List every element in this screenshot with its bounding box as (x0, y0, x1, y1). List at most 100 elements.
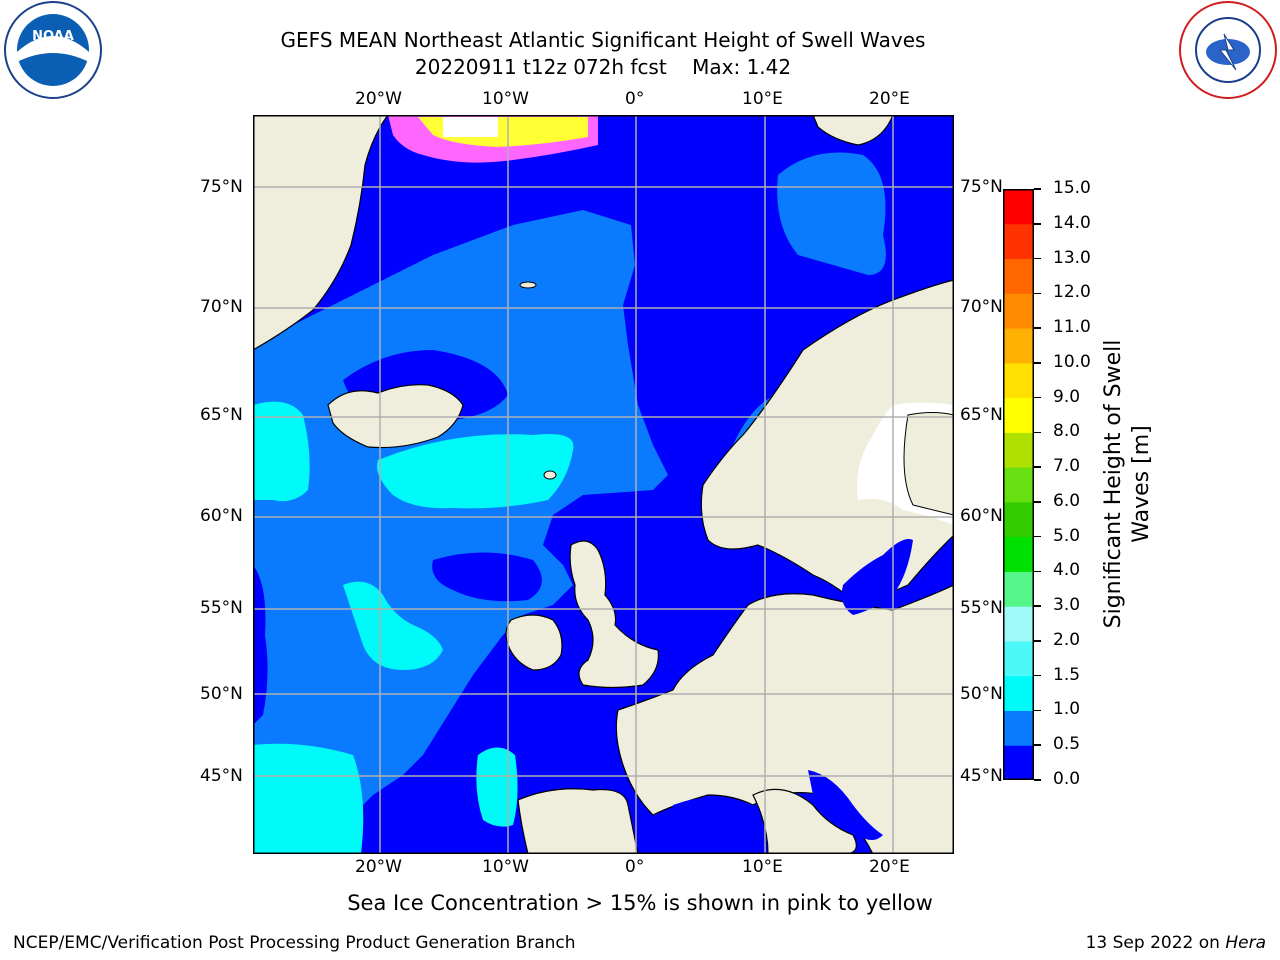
lat-label-left-65n: 65°N (200, 405, 243, 425)
colorbar-tick-mark (1034, 535, 1041, 538)
lon-label-top-10w: 10°W (482, 89, 529, 109)
colorbar-tick-label: 1.0 (1053, 699, 1081, 720)
nws-logo (1176, 0, 1280, 100)
colorbar-segment (1003, 501, 1034, 538)
chart-title: GEFS MEAN Northeast Atlantic Significant… (280, 28, 926, 52)
host-name: Hera (1225, 933, 1266, 953)
colorbar-tick-label: 9.0 (1053, 386, 1081, 407)
colorbar-segment (1003, 362, 1034, 399)
lat-label-right-70n: 70°N (960, 297, 1003, 317)
colorbar-tick-mark (1034, 640, 1041, 642)
lon-label-bottom-20e: 20°E (869, 857, 910, 877)
sea-tyrrhenian (671, 797, 758, 854)
swell-region-high-azores (476, 747, 518, 827)
colorbar-tick-mark (1034, 674, 1041, 677)
lon-label-top-20e: 20°E (869, 89, 910, 109)
lon-label-top-10e: 10°E (742, 89, 783, 109)
colorbar-tick-label: 0.5 (1053, 734, 1081, 755)
colorbar-tick-mark (1034, 362, 1041, 364)
colorbar-segment (1003, 397, 1034, 433)
colorbar-segment (1003, 606, 1034, 642)
land-italy (752, 788, 857, 855)
colorbar-tick-mark (1034, 709, 1041, 712)
colorbar-segment (1003, 258, 1034, 294)
land-iberia (517, 788, 639, 855)
colorbar-tick-mark (1034, 223, 1041, 225)
lat-label-right-45n: 45°N (960, 766, 1003, 786)
colorbar-tick-label: 13.0 (1053, 247, 1091, 268)
colorbar-tick-mark (1034, 779, 1041, 781)
colorbar-tick-mark (1034, 327, 1041, 329)
colorbar-segment (1003, 293, 1034, 329)
colorbar-frame (1003, 189, 1034, 780)
sea-north-sea-coast (693, 560, 745, 610)
colorbar-segment (1003, 432, 1034, 468)
colorbar-tick-label: 6.0 (1053, 490, 1081, 511)
colorbar-tick-label: 4.0 (1053, 560, 1081, 581)
swell-region-high-west (253, 401, 310, 502)
map-gridlines (253, 115, 954, 854)
colorbar-segment (1003, 710, 1034, 746)
sea-adriatic (808, 770, 883, 840)
lon-label-bottom-10w: 10°W (482, 857, 529, 877)
colorbar-tick-label: 1.5 (1053, 664, 1081, 685)
lat-label-right-75n: 75°N (960, 177, 1003, 197)
sea-ice-note: Sea Ice Concentration > 15% is shown in … (347, 891, 933, 915)
colorbar-tick-label: 15.0 (1053, 178, 1091, 198)
land-svalbard (812, 114, 894, 146)
land-finland (903, 412, 955, 516)
date-footer: 13 Sep 2022 on Hera (1086, 933, 1266, 953)
lon-label-top-0: 0° (625, 89, 645, 109)
colorbar-tick-mark (1034, 431, 1041, 434)
colorbar-tick-mark (1034, 570, 1041, 573)
colorbar-tick-mark (1034, 292, 1041, 295)
colorbar-segment (1003, 223, 1034, 260)
colorbar-segment (1003, 571, 1034, 607)
swell-region-high-southwest (253, 743, 364, 854)
chart-subtitle: 20220911 t12z 072h fcst Max: 1.42 (414, 55, 792, 79)
colorbar-segment (1003, 328, 1034, 364)
colorbar-tick-label: 0.0 (1053, 769, 1081, 789)
lat-label-right-65n: 65°N (960, 405, 1003, 425)
lat-label-right-50n: 50°N (960, 684, 1003, 704)
colorbar-tick-label: 10.0 (1053, 351, 1091, 372)
colorbar-tick-label: 3.0 (1053, 595, 1081, 616)
colorbar-tick-mark (1034, 744, 1041, 746)
colorbar-segment (1003, 467, 1034, 503)
colorbar-segment (1003, 189, 1034, 225)
lon-label-bottom-20w: 20°W (355, 857, 402, 877)
sea-baltic (841, 539, 913, 615)
map-frame (253, 115, 954, 854)
colorbar-tick-mark (1034, 605, 1041, 607)
colorbar-tick-mark (1034, 396, 1041, 399)
lat-label-left-55n: 55°N (200, 598, 243, 618)
island-jan-mayen (519, 281, 537, 289)
colorbar-segment (1003, 675, 1034, 711)
colorbar-tick-mark (1034, 466, 1041, 468)
colorbar-svg (1003, 189, 1034, 781)
lat-label-left-75n: 75°N (200, 177, 243, 197)
colorbar-tick-label: 7.0 (1053, 456, 1081, 477)
colorbar-label: Significant Height of Swell Waves [m] (1101, 339, 1154, 629)
noaa-logo-text: NOAA (32, 29, 74, 44)
lon-label-bottom-10e: 10°E (742, 857, 783, 877)
colorbar-tick-label: 11.0 (1053, 317, 1091, 338)
swell-region-low-biscay-seamount (413, 801, 462, 854)
island-faroe (543, 470, 557, 480)
lat-label-right-60n: 60°N (960, 506, 1003, 526)
swell-region-high-midatlantic (343, 581, 443, 670)
noaa-logo: NOAA (0, 0, 106, 100)
map-svg (252, 114, 955, 855)
map-panel (252, 114, 955, 855)
lat-label-right-55n: 55°N (960, 598, 1003, 618)
land-greenland (252, 114, 390, 352)
swell-region-low-rockall (432, 552, 542, 602)
lat-label-left-60n: 60°N (200, 506, 243, 526)
colorbar-tick-mark (1034, 188, 1041, 190)
colorbar-tick-label: 14.0 (1053, 212, 1091, 233)
colorbar-segment (1003, 640, 1034, 677)
lat-label-left-45n: 45°N (200, 766, 243, 786)
branch-footer: NCEP/EMC/Verification Post Processing Pr… (13, 933, 576, 953)
colorbar-tick-mark (1034, 501, 1041, 503)
colorbar-tick-mark (1034, 257, 1041, 260)
